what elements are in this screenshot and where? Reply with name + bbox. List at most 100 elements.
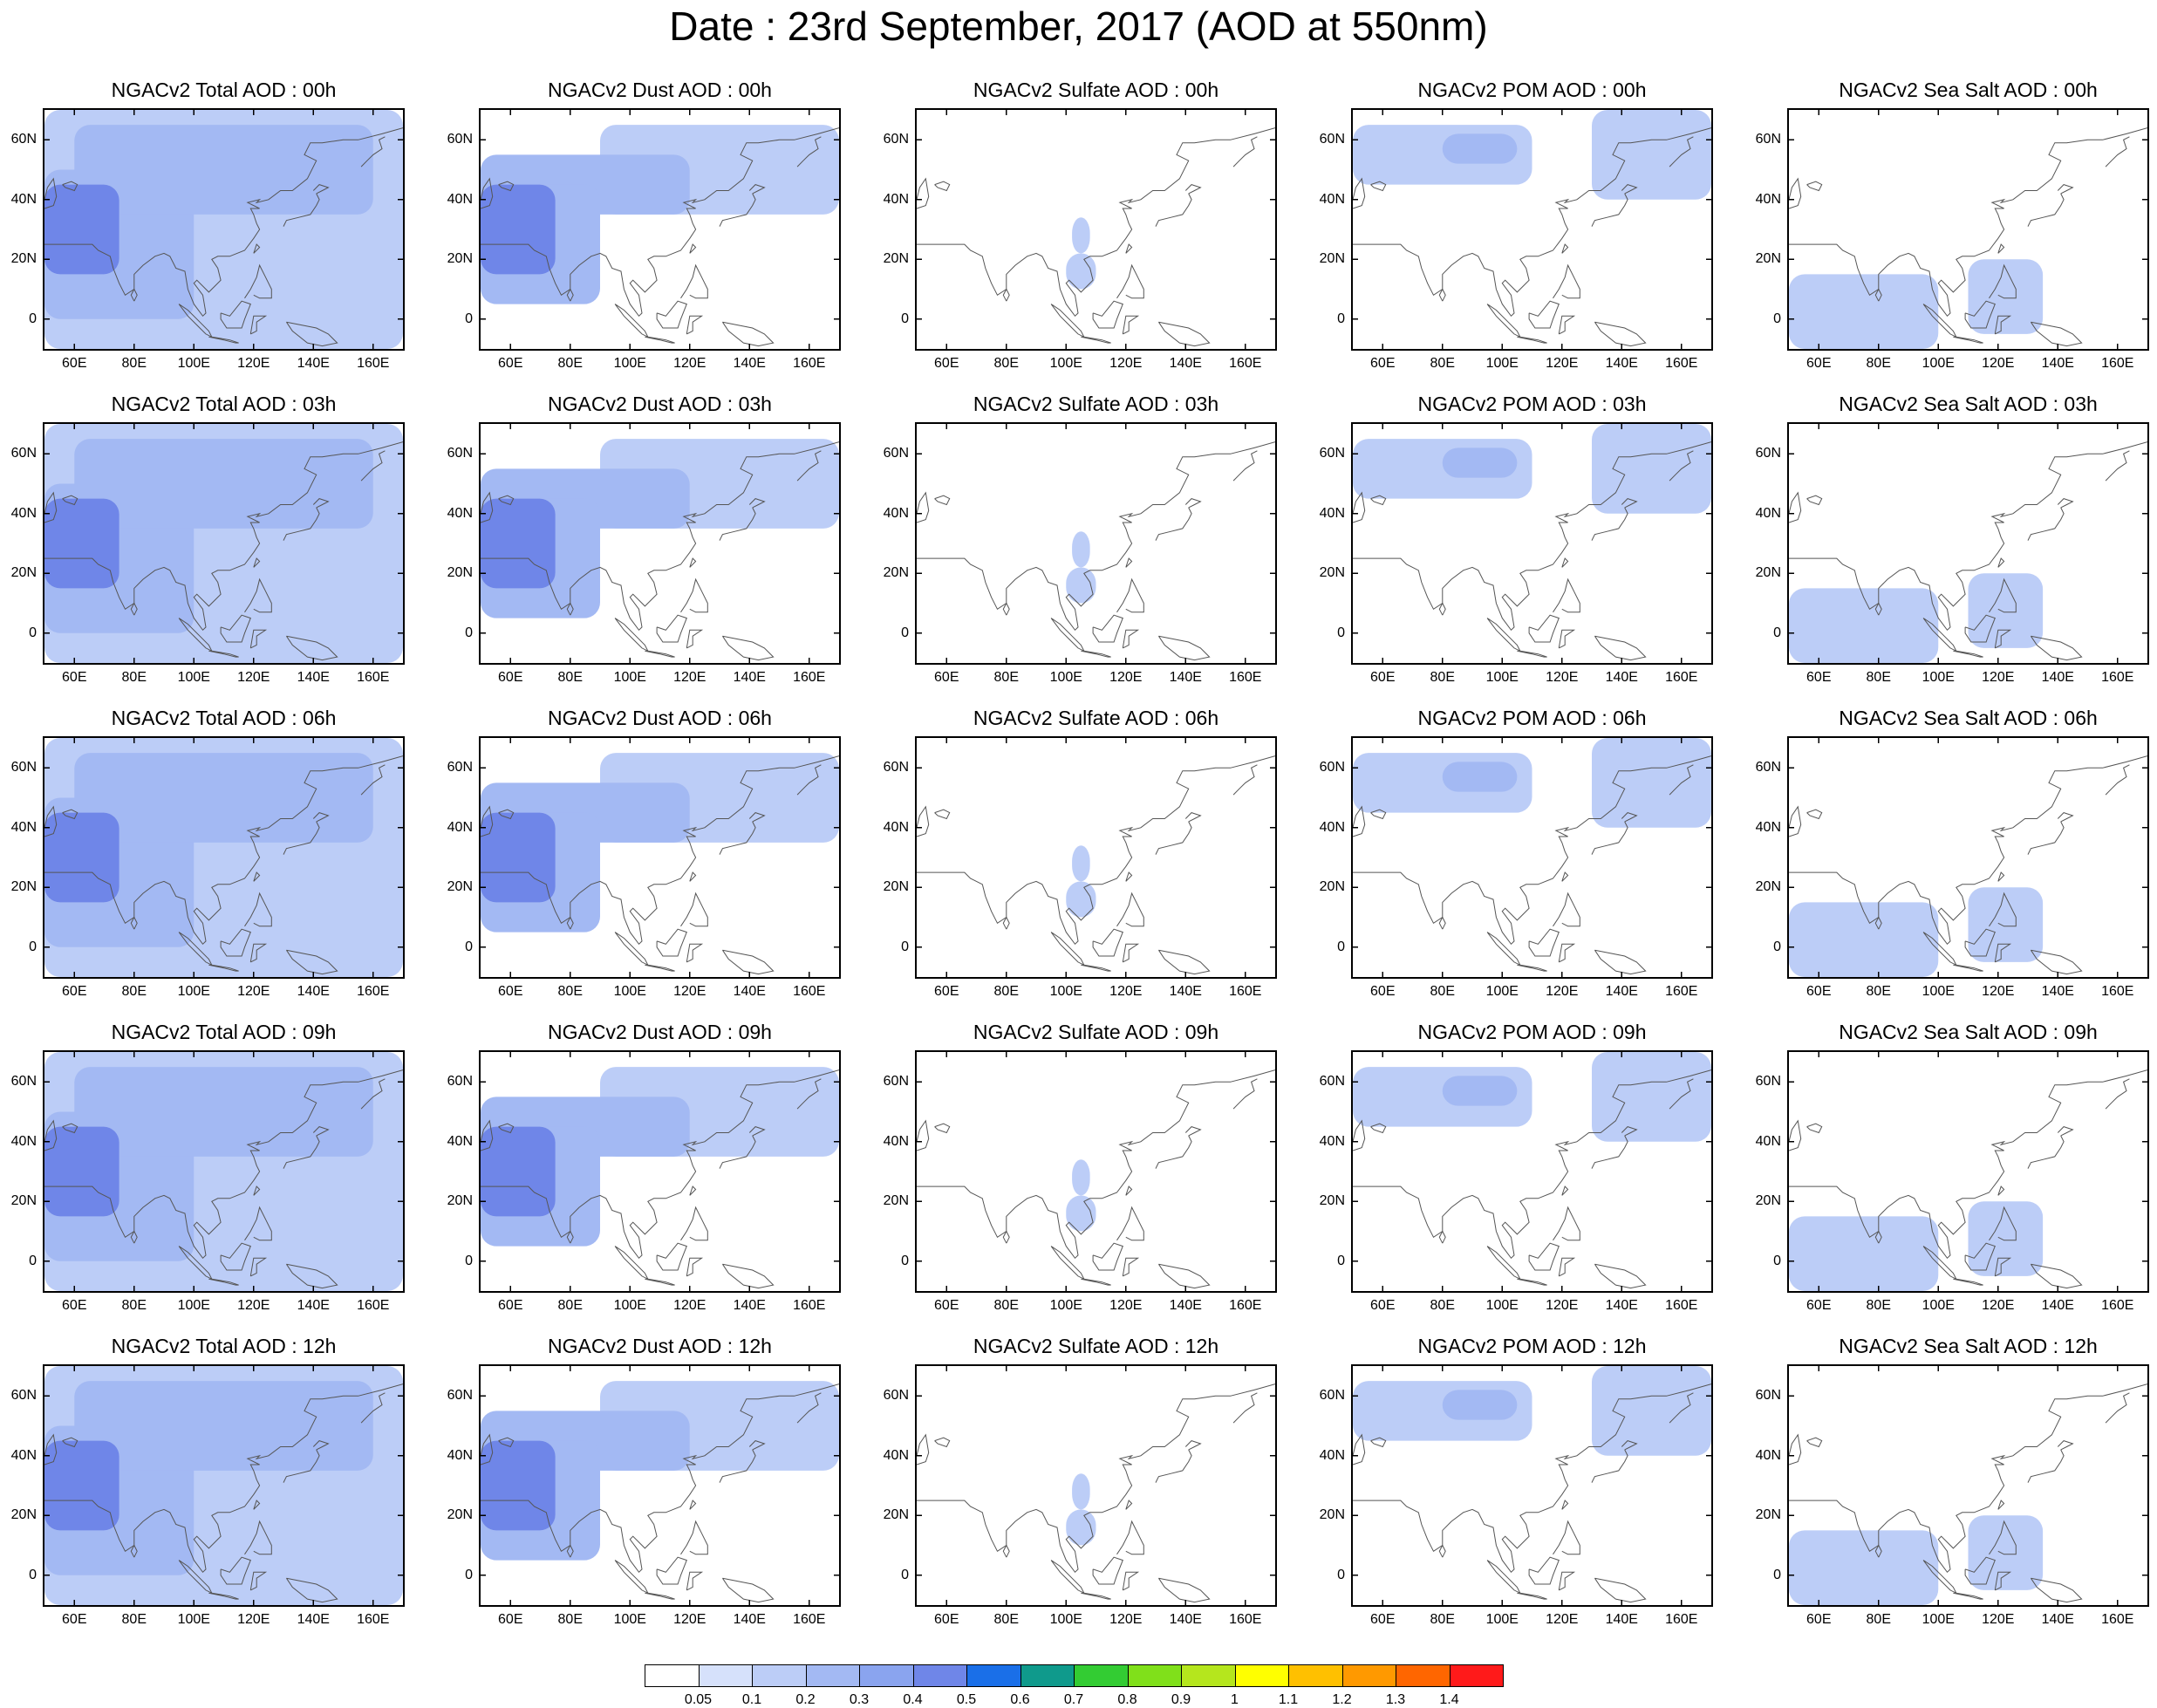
lon-tick-label: 120E — [237, 670, 270, 685]
map-panel: NGACv2 Sea Salt AOD : 03h 60N 40N 20N 0 60E 80… — [1744, 393, 2157, 707]
coastline — [2027, 507, 2065, 541]
lon-tick-label: 120E — [1982, 670, 2015, 685]
coastline — [1438, 1230, 1446, 1244]
lat-tick-label: 60N — [1755, 1388, 1781, 1404]
coastline — [1621, 1440, 1638, 1451]
colorbar-label: 0.5 — [956, 1692, 977, 1707]
lat-tick-label: 40N — [1319, 1133, 1345, 1149]
coastline — [481, 805, 494, 837]
lat-tick-label: 0 — [901, 1253, 909, 1268]
panel-title: NGACv2 Sea Salt AOD : 06h — [1839, 707, 2098, 729]
lat-tick-label: 40N — [10, 191, 37, 207]
coastline — [312, 498, 330, 509]
lon-tick-label: 100E — [1485, 356, 1519, 371]
coastline — [1994, 1257, 2012, 1277]
lon-tick-label: 60E — [1806, 670, 1832, 685]
lat-tick-label: 0 — [1773, 1567, 1781, 1582]
lon-tick-label: 80E — [557, 1612, 583, 1627]
coastline — [312, 184, 330, 195]
coastline — [2057, 498, 2074, 509]
coastline — [748, 498, 766, 509]
panel-title: NGACv2 Total AOD : 06h — [111, 707, 337, 729]
coastline — [934, 1123, 951, 1134]
aod-region — [1968, 887, 2044, 962]
lon-tick-label: 80E — [121, 670, 147, 685]
figure-title: Date : 23rd September, 2017 (AOD at 550n… — [669, 3, 1488, 49]
lat-tick-label: 0 — [1337, 1567, 1345, 1582]
coastline — [1092, 1242, 1123, 1271]
coastline — [2105, 450, 2130, 482]
coastline — [44, 1119, 58, 1151]
aod-region — [1592, 424, 1711, 514]
colorbar — [645, 1664, 1512, 1687]
lon-tick-label: 140E — [733, 984, 766, 999]
coastline — [244, 577, 272, 613]
lon-tick-label: 100E — [1922, 1298, 1955, 1313]
coastline — [566, 288, 574, 302]
map-plot-area — [1351, 736, 1713, 979]
lon-tick-label: 100E — [1485, 984, 1519, 999]
coastline — [1789, 755, 2147, 946]
coastline — [1994, 1571, 2012, 1591]
lat-tick-label: 0 — [1773, 625, 1781, 640]
coastline — [44, 177, 58, 209]
coastline — [1669, 1078, 1694, 1110]
panel-title: NGACv2 Dust AOD : 03h — [548, 393, 772, 415]
coastline — [283, 193, 320, 227]
lon-tick-label: 120E — [1109, 1298, 1143, 1313]
lon-tick-label: 120E — [1982, 1298, 2015, 1313]
lon-tick-label: 80E — [121, 984, 147, 999]
lon-tick-label: 160E — [2101, 1298, 2134, 1313]
coastline — [645, 1592, 675, 1600]
lat-tick-label: 0 — [29, 311, 37, 326]
lat-tick-label: 20N — [1755, 879, 1781, 895]
lon-tick-label: 100E — [177, 984, 210, 999]
coastline — [1621, 498, 1638, 509]
coastline — [1594, 321, 1647, 347]
lon-tick-label: 60E — [1806, 356, 1832, 371]
aod-field — [44, 1366, 403, 1605]
coastline — [721, 635, 775, 661]
lat-tick-label: 0 — [1337, 625, 1345, 640]
lat-tick-label: 40N — [447, 1133, 473, 1149]
lat-tick-label: 40N — [447, 191, 473, 207]
map-panel: NGACv2 POM AOD : 00h 60N 40N 20N 0 60E 80E 100E… — [1308, 79, 1727, 393]
coastline — [1591, 1449, 1628, 1483]
coastline — [1486, 304, 1521, 338]
coastline — [44, 491, 58, 523]
lon-tick-label: 60E — [934, 670, 959, 685]
map-panel: NGACv2 Sulfate AOD : 06h 60N 40N 20N 0 60E 80E… — [872, 707, 1291, 1021]
lon-tick-label: 80E — [993, 670, 1019, 685]
lat-tick-label: 0 — [901, 939, 909, 954]
coastline — [1438, 916, 1446, 930]
aod-region — [1592, 1366, 1711, 1456]
coastline — [1517, 1278, 1547, 1286]
coastline — [719, 821, 756, 855]
lon-tick-label: 60E — [934, 984, 959, 999]
coastline — [2027, 1135, 2065, 1169]
map-panel: NGACv2 POM AOD : 06h 60N 40N 20N 0 60E 80E 100E… — [1308, 707, 1727, 1021]
map-panel: NGACv2 Sea Salt AOD : 09h 60N 40N 20N 0 60E 80… — [1744, 1021, 2157, 1335]
coastline — [360, 450, 386, 482]
coastline — [1438, 602, 1446, 616]
map-plot-area — [915, 108, 1277, 351]
aod-region — [1789, 1216, 1939, 1291]
lon-tick-label: 80E — [121, 1298, 147, 1313]
aod-field — [1353, 1366, 1711, 1605]
coastline — [1092, 928, 1123, 957]
lon-tick-label: 60E — [934, 356, 959, 371]
coastline — [719, 507, 756, 541]
lon-tick-label: 80E — [1430, 1612, 1455, 1627]
lon-tick-label: 120E — [1546, 984, 1579, 999]
coastline — [1591, 193, 1628, 227]
coastline — [917, 1069, 1275, 1260]
lat-tick-label: 40N — [447, 505, 473, 521]
lon-tick-label: 160E — [2101, 1612, 2134, 1627]
coastline — [1997, 557, 2005, 568]
lon-tick-label: 140E — [1169, 356, 1202, 371]
coastline — [917, 1119, 930, 1151]
coastline — [721, 1263, 775, 1289]
lon-tick-label: 160E — [793, 984, 826, 999]
coastline — [2030, 949, 2083, 975]
lat-tick-label: 0 — [29, 625, 37, 640]
